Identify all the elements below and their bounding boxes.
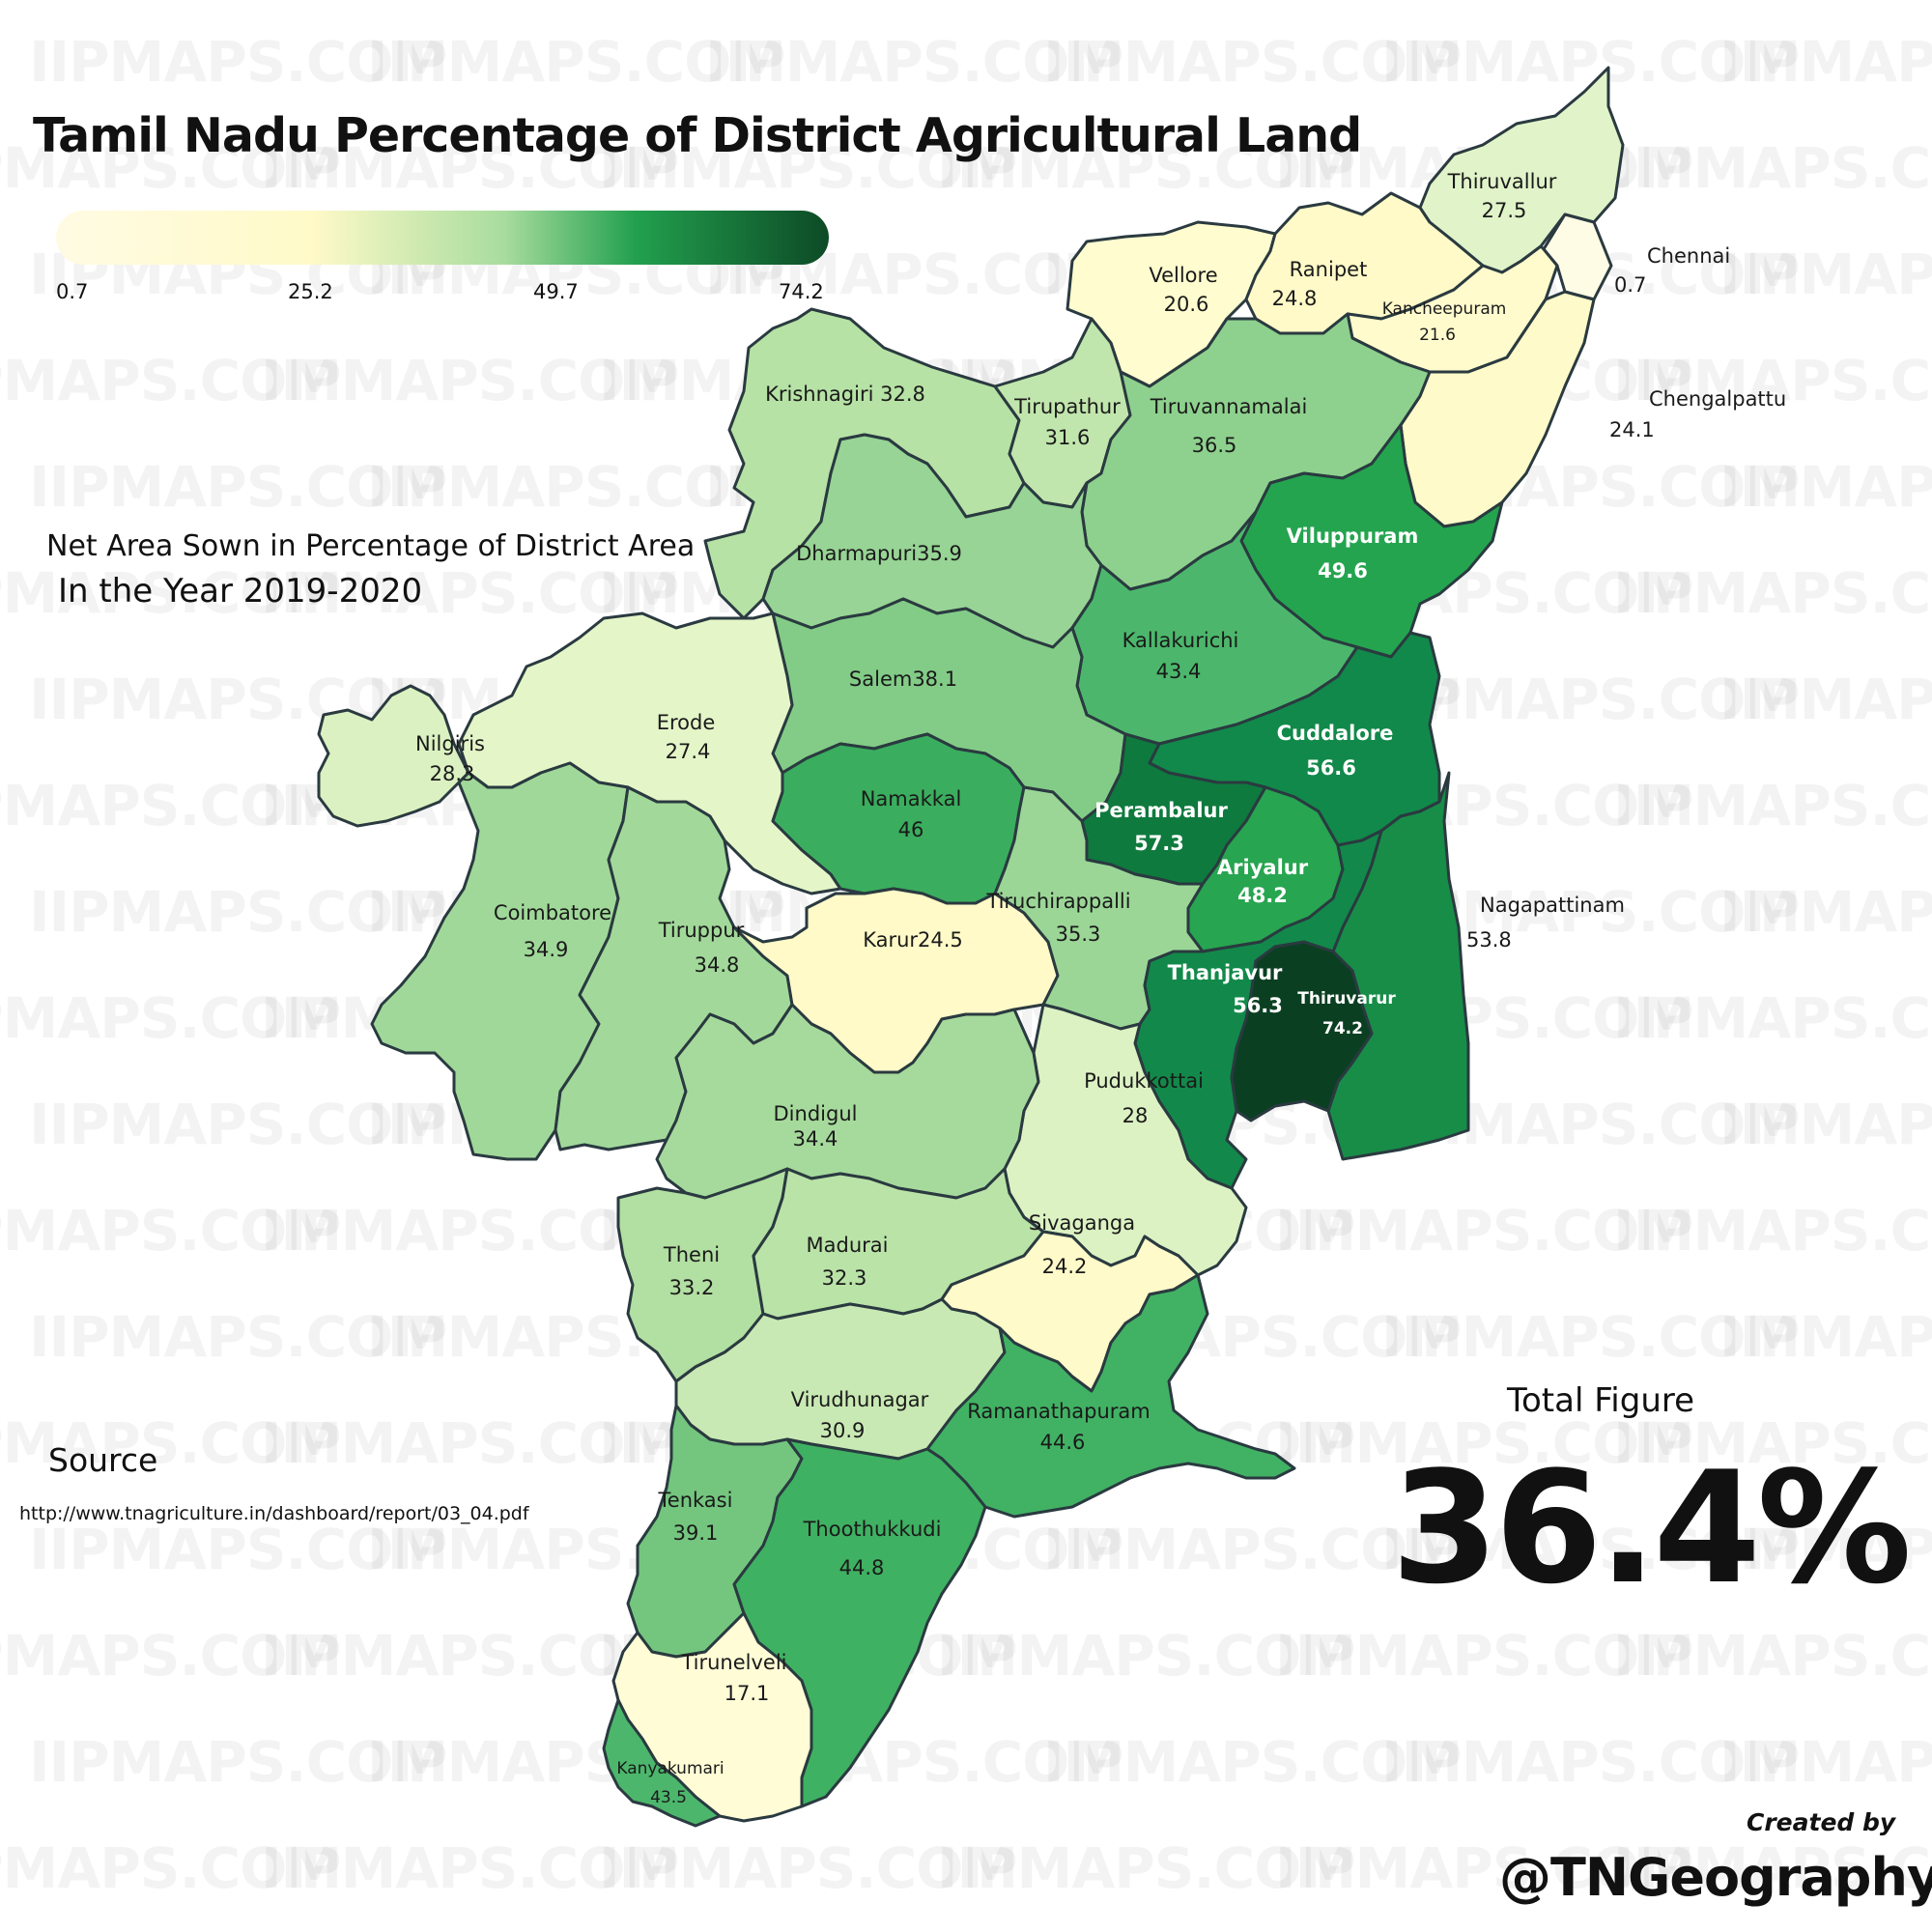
district-label-salem: Salem38.1 <box>849 668 957 691</box>
district-value-perambalur: 57.3 <box>1134 832 1184 855</box>
district-value-kancheepuram: 21.6 <box>1419 326 1456 345</box>
district-label-ramanathapuram: Ramanathapuram <box>967 1400 1151 1423</box>
district-label-sivaganga: Sivaganga <box>1029 1211 1135 1235</box>
map-title: Tamil Nadu Percentage of District Agricu… <box>33 108 1362 163</box>
district-value-sivaganga: 24.2 <box>1042 1255 1088 1278</box>
district-value-kanyakumari: 43.5 <box>650 1788 687 1807</box>
district-value-dindigul: 34.4 <box>793 1127 838 1151</box>
district-label-krishnagiri: Krishnagiri 32.8 <box>765 383 925 406</box>
district-value-thiruvallur: 27.5 <box>1482 199 1527 222</box>
district-value-virudhunagar: 30.9 <box>820 1419 866 1442</box>
district-label-theni: Theni <box>663 1243 720 1266</box>
district-label-nagapattinam: Nagapattinam <box>1480 894 1625 917</box>
district-value-ramanathapuram: 44.6 <box>1040 1431 1086 1454</box>
district-label-thanjavur: Thanjavur <box>1168 961 1283 984</box>
district-value-ariyalur: 48.2 <box>1237 884 1288 907</box>
district-value-vellore: 20.6 <box>1164 293 1209 316</box>
district-label-tiruvannamalai: Tiruvannamalai <box>1150 395 1308 418</box>
district-value-theni: 33.2 <box>669 1276 715 1299</box>
district-kanyakumari[interactable] <box>602 1698 722 1828</box>
district-label-kanyakumari: Kanyakumari <box>616 1759 724 1778</box>
district-label-thiruvallur: Thiruvallur <box>1447 170 1557 193</box>
legend-tick: 49.7 <box>533 280 579 303</box>
district-value-viluppuram: 49.6 <box>1318 559 1368 582</box>
district-label-ariyalur: Ariyalur <box>1217 856 1309 879</box>
district-label-namakkal: Namakkal <box>861 787 962 810</box>
district-label-tirupathur: Tirupathur <box>1013 395 1121 418</box>
district-value-madurai: 32.3 <box>822 1266 867 1290</box>
district-value-chennai: 0.7 <box>1614 273 1646 297</box>
district-label-perambalur: Perambalur <box>1094 799 1228 822</box>
source-url: http://www.tnagriculture.in/dashboard/re… <box>19 1503 529 1524</box>
district-label-chennai: Chennai <box>1647 244 1730 268</box>
district-label-dindigul: Dindigul <box>774 1102 858 1125</box>
district-label-thiruvarur: Thiruvarur <box>1297 989 1396 1009</box>
district-value-ranipet: 24.8 <box>1272 287 1318 310</box>
district-coimbatore[interactable] <box>370 761 630 1161</box>
district-value-tiruvannamalai: 36.5 <box>1192 434 1237 457</box>
district-value-tiruppur: 34.8 <box>695 953 740 977</box>
district-erode[interactable] <box>457 611 842 895</box>
district-label-coimbatore: Coimbatore <box>494 901 611 924</box>
district-label-vellore: Vellore <box>1149 264 1217 287</box>
district-label-ranipet: Ranipet <box>1290 258 1368 281</box>
district-thiruvarur[interactable] <box>1230 940 1374 1122</box>
district-label-tirunelveli: Tirunelveli <box>680 1651 786 1674</box>
district-label-chengalpattu: Chengalpattu <box>1649 387 1786 411</box>
district-label-viluppuram: Viluppuram <box>1287 525 1419 548</box>
district-label-cuddalore: Cuddalore <box>1277 722 1394 745</box>
district-value-coimbatore: 34.9 <box>524 938 569 961</box>
district-value-kallakurichi: 43.4 <box>1156 660 1202 683</box>
district-value-tenkasi: 39.1 <box>673 1521 719 1545</box>
district-label-dharmapuri: Dharmapuri35.9 <box>796 542 962 565</box>
district-label-kallakurichi: Kallakurichi <box>1122 629 1239 652</box>
district-value-nilgiris: 28.3 <box>430 762 475 785</box>
district-value-nagapattinam: 53.8 <box>1466 928 1512 952</box>
district-label-tiruppur: Tiruppur <box>658 919 745 942</box>
district-label-tenkasi: Tenkasi <box>658 1489 733 1512</box>
district-value-tirupathur: 31.6 <box>1045 426 1091 449</box>
district-value-cuddalore: 56.6 <box>1306 756 1356 780</box>
district-value-chengalpattu: 24.1 <box>1609 418 1655 441</box>
total-figure-value: 36.4% <box>1391 1437 1912 1618</box>
legend-tick: 0.7 <box>56 280 89 303</box>
subtitle-line-2: In the Year 2019-2020 <box>58 572 423 611</box>
district-label-pudukkottai: Pudukkottai <box>1084 1069 1204 1093</box>
subtitle-line-1: Net Area Sown in Percentage of District … <box>46 529 696 563</box>
district-label-kancheepuram: Kancheepuram <box>1382 299 1507 319</box>
author-handle: @TNGeography <box>1499 1847 1932 1908</box>
legend-tick: 74.2 <box>779 280 824 303</box>
district-value-erode: 27.4 <box>666 740 711 763</box>
district-value-thiruvarur: 74.2 <box>1322 1019 1363 1038</box>
total-figure-label: Total Figure <box>1507 1381 1695 1420</box>
district-value-namakkal: 46 <box>898 818 924 841</box>
district-label-erode: Erode <box>657 711 716 734</box>
district-thoothukkudi[interactable] <box>732 1437 987 1808</box>
district-label-virudhunagar: Virudhunagar <box>791 1388 929 1411</box>
district-label-tiruchirappalli: Tiruchirappalli <box>985 890 1130 913</box>
district-label-karur: Karur24.5 <box>863 928 963 952</box>
district-value-tirunelveli: 17.1 <box>724 1682 770 1705</box>
district-value-thanjavur: 56.3 <box>1233 994 1283 1017</box>
district-value-tiruchirappalli: 35.3 <box>1056 923 1101 946</box>
district-label-nilgiris: Nilgiris <box>415 732 485 755</box>
legend-color-scale <box>56 211 829 265</box>
district-label-madurai: Madurai <box>807 1234 889 1257</box>
district-label-thoothukkudi: Thoothukkudi <box>803 1518 942 1541</box>
source-heading: Source <box>48 1441 158 1479</box>
legend-tick: 25.2 <box>288 280 333 303</box>
district-value-pudukkottai: 28 <box>1122 1104 1149 1127</box>
district-nilgiris[interactable] <box>317 684 470 828</box>
created-by-label: Created by <box>1747 1808 1896 1836</box>
district-value-thoothukkudi: 44.8 <box>839 1556 885 1579</box>
